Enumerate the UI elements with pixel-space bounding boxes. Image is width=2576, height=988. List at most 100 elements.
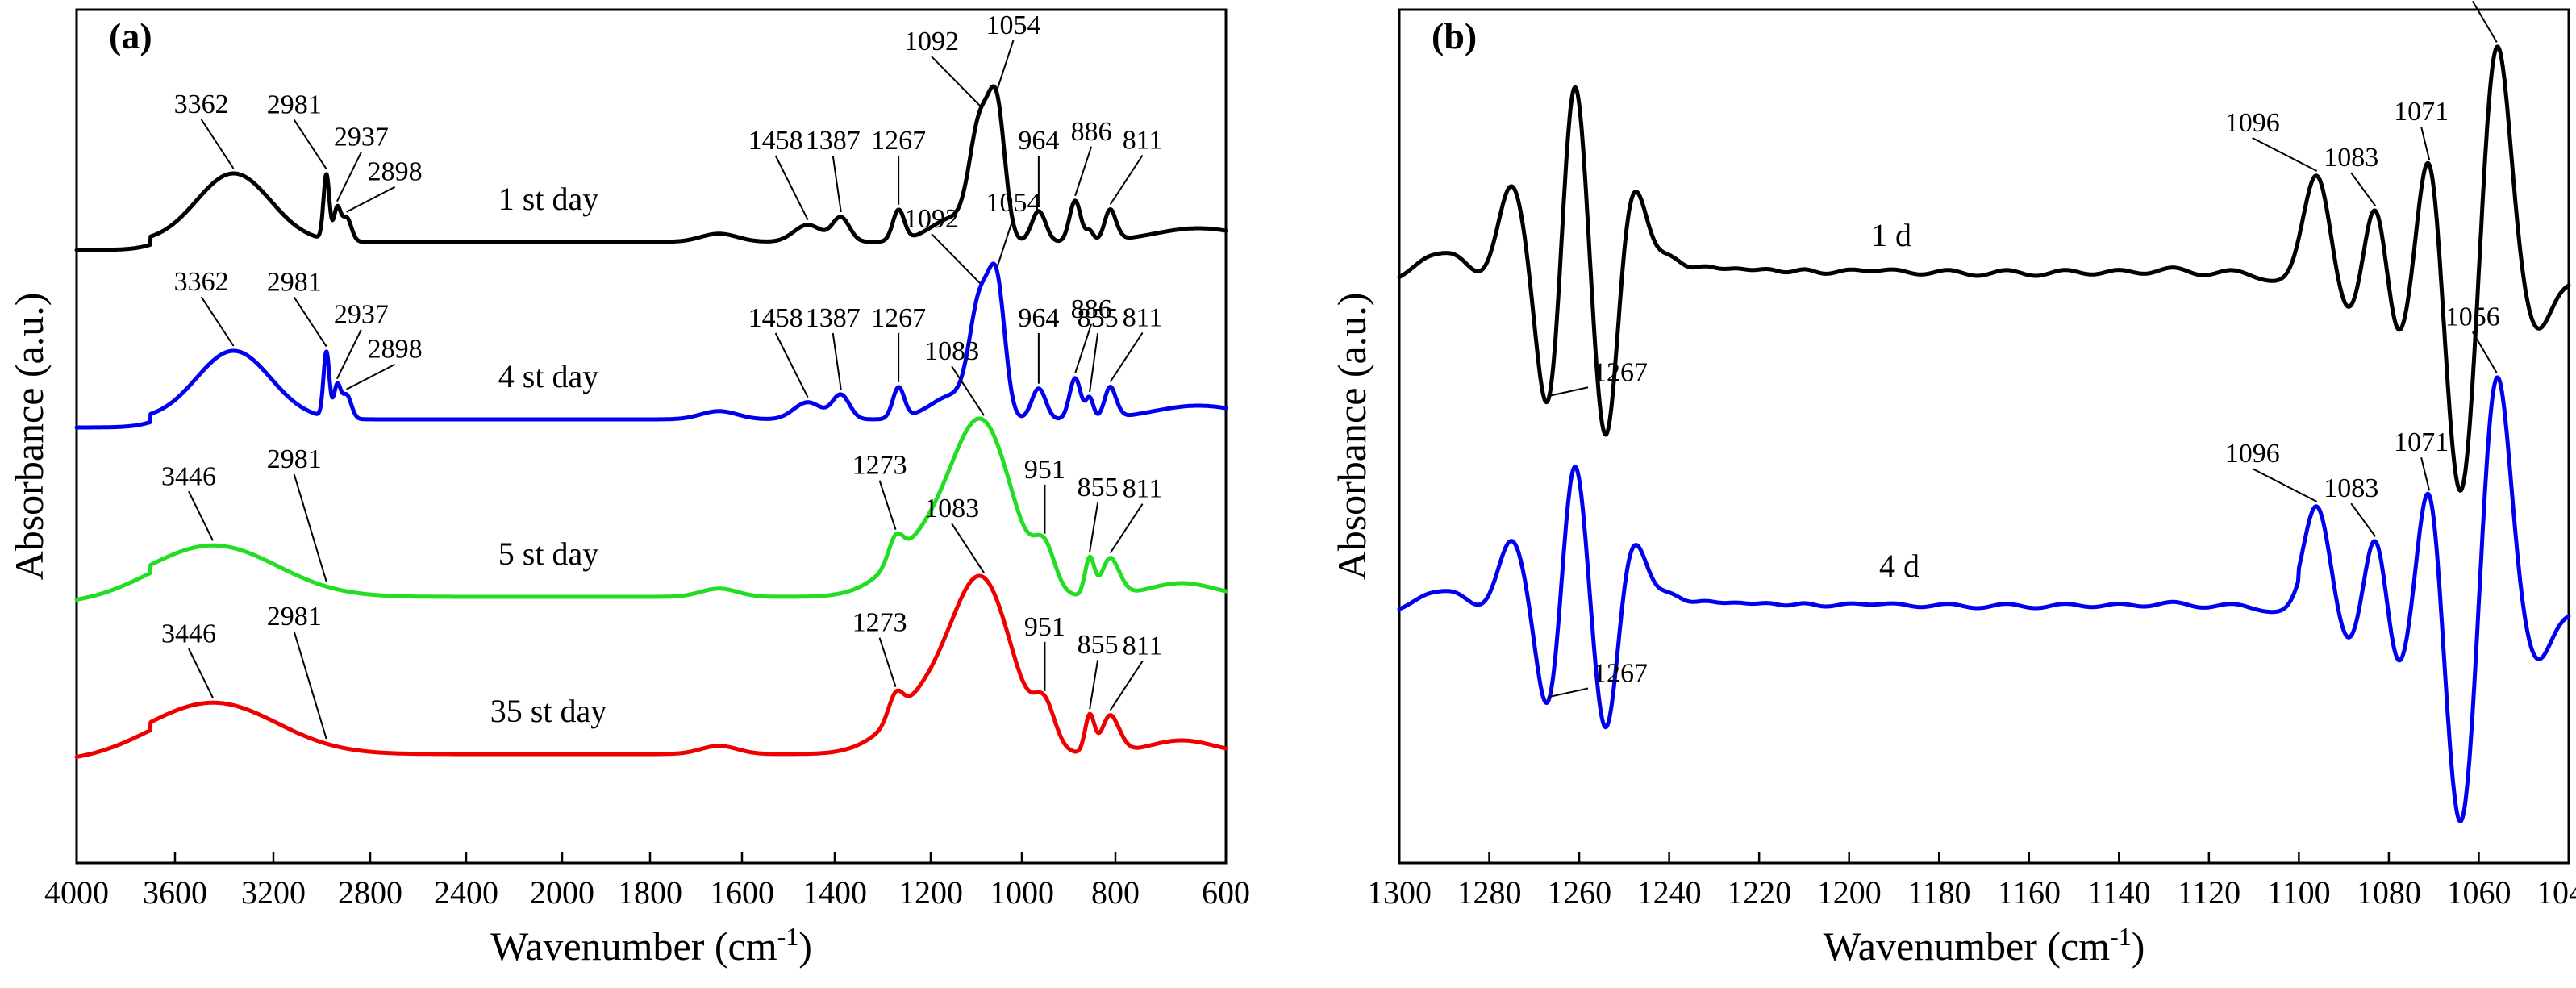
peak-leader: [931, 56, 981, 106]
peak-label: 811: [1123, 474, 1163, 504]
peak-label: 1458: [748, 303, 803, 333]
x-tick-label: 1080: [2357, 874, 2421, 911]
x-tick-label: 2400: [434, 874, 498, 911]
peak-leader: [1074, 323, 1093, 374]
peak-leader: [774, 332, 809, 398]
series-1: 4 st day 3362 2981 2937 2898 1458 1387 1267 1092…: [74, 188, 1228, 430]
peak-leader: [2420, 126, 2431, 160]
x-tick-label: 2000: [530, 874, 594, 911]
peak-label: 1387: [806, 126, 861, 156]
peak-leader: [996, 217, 1015, 268]
peak-label: 855: [1078, 473, 1119, 502]
x-tick-label: 1280: [1457, 874, 1522, 911]
peak-label: 2981: [267, 602, 322, 632]
peak-label: 886: [1071, 117, 1112, 147]
peak-leader: [200, 296, 235, 347]
x-tick-label: 1040: [2536, 874, 2576, 911]
peak-label: 1267: [1593, 658, 1648, 688]
peak-leader: [2350, 502, 2376, 537]
peak-label: 964: [1018, 303, 1059, 333]
peak-leader: [1547, 687, 1589, 698]
y-axis-label: Absorbance (a.u.): [1329, 293, 1374, 581]
peak-leader: [1089, 502, 1099, 552]
x-tick-label: 1260: [1547, 874, 1611, 911]
series-line: [74, 416, 1228, 602]
x-axis-label-main: Wavenumber (cm: [1824, 923, 2111, 969]
plot-frame: [75, 8, 1228, 865]
peak-label: 1054: [986, 10, 1040, 40]
plot-frame: [1398, 8, 2570, 865]
y-axis-label: Absorbance (a.u.): [6, 293, 52, 581]
x-axis-label-sup: -1: [2110, 922, 2132, 951]
peak-leader: [336, 152, 362, 202]
peak-label: 2937: [334, 123, 389, 152]
panel-label: (b): [1432, 15, 1477, 56]
peak-label: 2898: [368, 157, 423, 187]
peak-leader: [188, 490, 214, 541]
peak-label: 2937: [334, 300, 389, 330]
peak-leader: [293, 631, 327, 740]
peak-label: 2981: [267, 90, 322, 120]
peak-leader: [951, 365, 985, 416]
series-name: 35 st day: [490, 693, 606, 729]
series-name: 1 d: [1871, 217, 1911, 253]
peak-leader: [996, 40, 1015, 90]
x-tick-label: 1220: [1727, 874, 1791, 911]
peak-label: 951: [1024, 612, 1065, 642]
peak-label: 1083: [924, 494, 979, 523]
peak-label: 1092: [904, 27, 959, 56]
x-axis-label-main: Wavenumber (cm: [490, 923, 777, 969]
peak-label: 1092: [904, 204, 959, 234]
peak-label: 951: [1024, 455, 1065, 485]
peak-label: 855: [1078, 630, 1119, 660]
peak-leader: [2471, 331, 2498, 373]
peak-label: 1267: [1593, 357, 1648, 387]
peak-leader: [293, 473, 327, 582]
series-3: 35 st day 3446 2981 1273 1083 951 855 811: [74, 494, 1228, 759]
x-tick-label: 1300: [1367, 874, 1432, 911]
series-name: 4 d: [1879, 548, 1919, 584]
peak-label: 1071: [2394, 427, 2449, 457]
x-tick-label: 1800: [618, 874, 682, 911]
series-0: 1 d 1267 1096 1083 1071 1056: [1397, 0, 2571, 493]
series-line: [74, 84, 1228, 252]
peak-label: 1273: [852, 608, 907, 638]
x-axis-label-sup: -1: [777, 922, 799, 951]
peak-label: 1056: [2445, 0, 2500, 1]
peak-leader: [2420, 456, 2431, 491]
x-tick-label: 800: [1091, 874, 1140, 911]
x-tick-label: 3200: [241, 874, 306, 911]
x-tick-label: 1160: [1998, 874, 2061, 911]
series-line: [74, 573, 1228, 759]
peak-leader: [1547, 386, 1589, 398]
x-axis-label: Wavenumber (cm-1): [490, 922, 812, 969]
peak-label: 1083: [2324, 143, 2378, 173]
peak-leader: [878, 637, 897, 687]
series-2: 5 st day 3446 2981 1273 1083 951 855 811: [74, 336, 1228, 602]
peak-label: 1083: [924, 336, 979, 366]
series-line: [74, 261, 1228, 430]
peak-leader: [346, 363, 396, 390]
peak-leader: [832, 332, 842, 390]
peak-leader: [878, 480, 897, 530]
series-1: 4 d 1267 1096 1083 1071 1056: [1397, 302, 2571, 823]
peak-label: 2898: [368, 335, 423, 365]
x-axis-label-end: ): [2132, 923, 2145, 969]
peak-label: 2981: [267, 268, 322, 298]
panel-a: 4000 3600 3200 2800 2400 2000 1800 1600 1400 1200…: [6, 8, 1250, 969]
peak-leader: [1074, 146, 1093, 197]
peak-leader: [931, 233, 981, 284]
x-tick-label: 1140: [2087, 874, 2151, 911]
peak-label: 886: [1071, 294, 1112, 324]
x-tick-label: 600: [1202, 874, 1250, 911]
peak-leader: [832, 155, 842, 213]
peak-leader: [1109, 661, 1144, 711]
x-tick-label: 1200: [898, 874, 963, 911]
peak-label: 1458: [748, 126, 803, 156]
peak-label: 1267: [871, 303, 926, 333]
peak-label: 1071: [2394, 97, 2449, 127]
peak-label: 3446: [161, 461, 216, 491]
peak-leader: [774, 155, 809, 221]
